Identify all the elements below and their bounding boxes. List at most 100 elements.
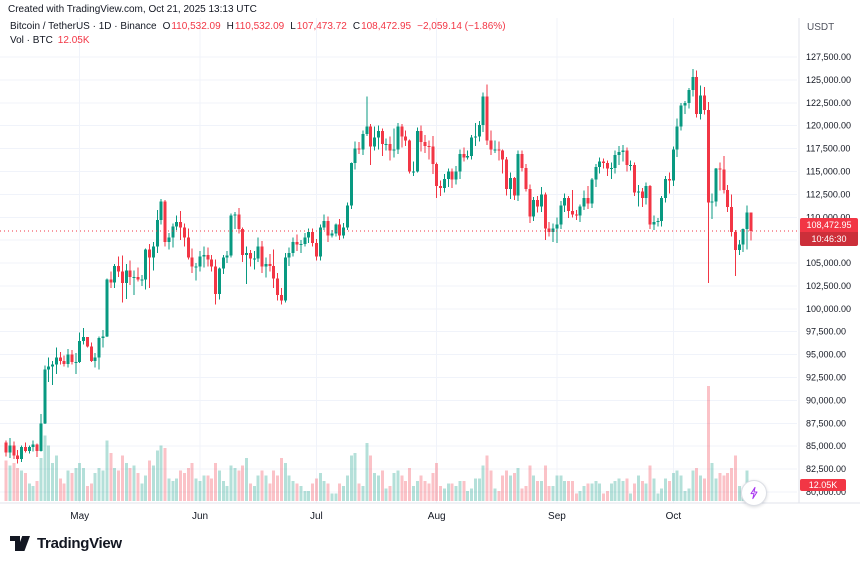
chart-canvas[interactable]: 127,500.00 125,000.00 122,500.00 120,000.00… [0,0,860,530]
volume-bar [718,473,722,501]
candle-body [124,270,128,284]
tradingview-attribution[interactable]: TradingView [10,535,122,552]
volume-bar [8,465,12,501]
candle-body [652,221,656,225]
candle-body [342,227,346,236]
candle-body [695,77,699,114]
candle-body [691,77,695,90]
price-axis-label[interactable]: 102,500.00 [806,281,851,291]
candle-body [361,133,365,150]
instant-trading-button[interactable] [741,480,767,506]
candle-body [505,159,509,189]
candle-body [737,244,741,251]
candle-body [299,243,303,245]
volume-bar [648,465,652,501]
time-axis-label[interactable]: Jul [310,511,323,522]
candle-body [512,177,516,196]
volume-bar [233,468,237,501]
time-axis-label[interactable]: Aug [428,511,446,522]
volume-bar [376,475,380,501]
candle-body [54,357,58,365]
candle-body [419,131,423,143]
volume-bar [186,468,190,501]
candle-body [70,354,74,362]
symbol-title[interactable]: Bitcoin / TetherUS · 1D · Binance [10,21,157,32]
candle-body [586,198,590,204]
candle-body [400,126,404,137]
price-axis-label[interactable]: 85,000.00 [806,441,846,451]
volume-bar [151,465,155,501]
volume-bar [551,485,555,501]
price-axis-label[interactable]: 100,000.00 [806,304,851,314]
volume-bar [473,478,477,501]
volume-bar [656,493,660,501]
volume-bar [733,455,737,501]
volume-bar [217,470,221,501]
close-value: 108,472.95 [361,21,412,32]
candle-body [314,242,318,257]
time-axis-label[interactable]: Jun [192,511,208,522]
volume-bar [524,485,528,501]
volume-bar [148,460,152,501]
volume-bar [361,485,365,501]
volume-bar [392,473,396,501]
price-axis-label[interactable]: 112,500.00 [806,189,850,199]
volume-bar [365,442,369,501]
volume-bar [629,493,633,501]
volume-bar [605,490,609,501]
volume-bar [699,475,703,501]
candle-body [466,155,470,158]
candle-body [190,257,194,267]
price-axis-label[interactable]: 97,500.00 [806,327,846,337]
volume-bar [241,465,245,501]
volume-bar [322,480,326,501]
time-axis-label[interactable]: Oct [666,511,682,522]
price-axis-label[interactable]: 120,000.00 [806,121,851,131]
price-axis-label[interactable]: 115,000.00 [806,166,850,176]
price-axis-label[interactable]: 80,000.00 [806,487,846,497]
candle-body [477,124,481,137]
volume-bar [82,468,86,501]
candle-body [214,266,218,295]
candle-body [411,171,415,173]
volume-bar [279,458,283,501]
candle-body [718,168,722,170]
price-axis-label[interactable]: 92,500.00 [806,373,846,383]
price-axis-label[interactable]: 122,500.00 [806,98,851,108]
volume-bar [89,483,93,501]
volume-bar [520,488,524,501]
candle-body [136,276,140,280]
price-axis-label[interactable]: 125,000.00 [806,75,851,85]
candle-body [58,357,62,362]
price-axis-label[interactable]: 90,000.00 [806,395,846,405]
candle-body [4,442,8,453]
candle-body [528,188,532,217]
price-axis-label[interactable]: 105,000.00 [806,258,851,268]
candle-body [295,241,299,245]
price-axis-label[interactable]: 117,500.00 [806,144,850,154]
time-axis-label[interactable]: May [70,511,89,522]
volume-bar [667,480,671,501]
candle-body [182,227,186,238]
price-axis-label[interactable]: 87,500.00 [806,418,846,428]
volume-bar [423,480,427,501]
candle-body [629,165,633,167]
price-axis-label[interactable]: 95,000.00 [806,350,846,360]
candle-body [82,337,86,341]
volume-bar [373,473,377,501]
price-axis-label[interactable]: 127,500.00 [806,52,851,62]
volume-bar [574,493,578,501]
candle-body [470,137,474,156]
price-axis-label[interactable]: 110,000.00 [806,212,850,222]
price-axis-label[interactable]: 82,500.00 [806,464,846,474]
volume-bar [617,478,621,501]
volume-bar [536,480,540,501]
candle-body [563,198,567,206]
candle-body [532,199,536,217]
candle-body [539,194,543,207]
candle-body [62,361,66,364]
volume-bar [563,480,567,501]
lightning-bolt-icon [750,486,758,500]
candle-body [85,337,89,347]
time-axis-label[interactable]: Sep [548,511,566,522]
